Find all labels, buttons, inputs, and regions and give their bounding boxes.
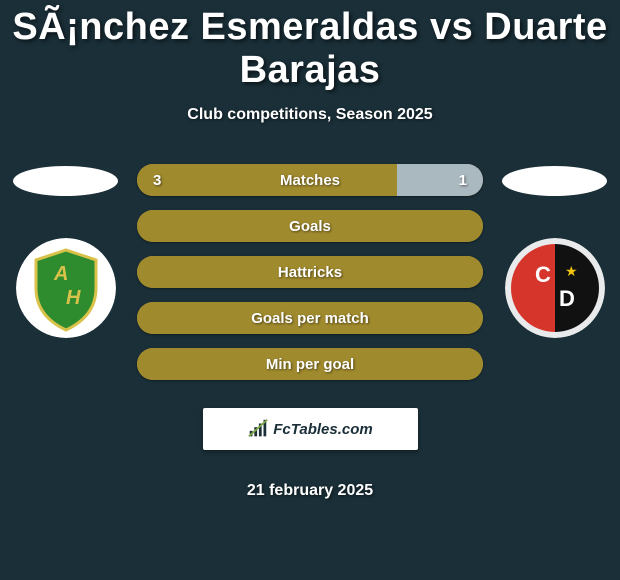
stat-label: Goals	[137, 218, 483, 235]
brand-text: FcTables.com	[273, 421, 372, 438]
main-row: A H 3 Matches 1 Goals Hattricks	[0, 164, 620, 500]
left-ellipse-placeholder	[13, 166, 118, 196]
stat-value-right: 1	[459, 172, 467, 189]
stats-column: 3 Matches 1 Goals Hattricks Goals per ma…	[123, 164, 497, 500]
date-text: 21 february 2025	[247, 482, 373, 500]
stat-label: Matches	[137, 172, 483, 189]
svg-text:A: A	[53, 263, 68, 285]
stat-bar-hattricks: Hattricks	[137, 256, 483, 288]
right-club-logo: C D ★	[505, 238, 605, 338]
comparison-card: SÃ¡nchez Esmeraldas vs Duarte Barajas Cl…	[0, 0, 620, 500]
right-ellipse-placeholder	[502, 166, 607, 196]
svg-text:C: C	[535, 262, 551, 287]
stat-label: Goals per match	[137, 310, 483, 327]
svg-text:H: H	[66, 287, 81, 309]
svg-text:D: D	[559, 286, 575, 311]
stat-bar-matches: 3 Matches 1	[137, 164, 483, 196]
round-badge-icon: C D ★	[505, 238, 605, 338]
stat-bar-min-per-goal: Min per goal	[137, 348, 483, 380]
svg-text:★: ★	[565, 263, 578, 279]
stat-bar-goals: Goals	[137, 210, 483, 242]
stat-label: Hattricks	[137, 264, 483, 281]
stat-bar-goals-per-match: Goals per match	[137, 302, 483, 334]
right-column: C D ★	[497, 164, 612, 338]
subtitle: Club competitions, Season 2025	[0, 106, 620, 124]
bar-chart-icon	[247, 418, 269, 440]
page-title: SÃ¡nchez Esmeraldas vs Duarte Barajas	[0, 6, 620, 92]
brand-box: FcTables.com	[203, 408, 418, 450]
shield-icon: A H	[16, 238, 116, 338]
left-column: A H	[8, 164, 123, 338]
left-club-logo: A H	[16, 238, 116, 338]
stat-label: Min per goal	[137, 356, 483, 373]
